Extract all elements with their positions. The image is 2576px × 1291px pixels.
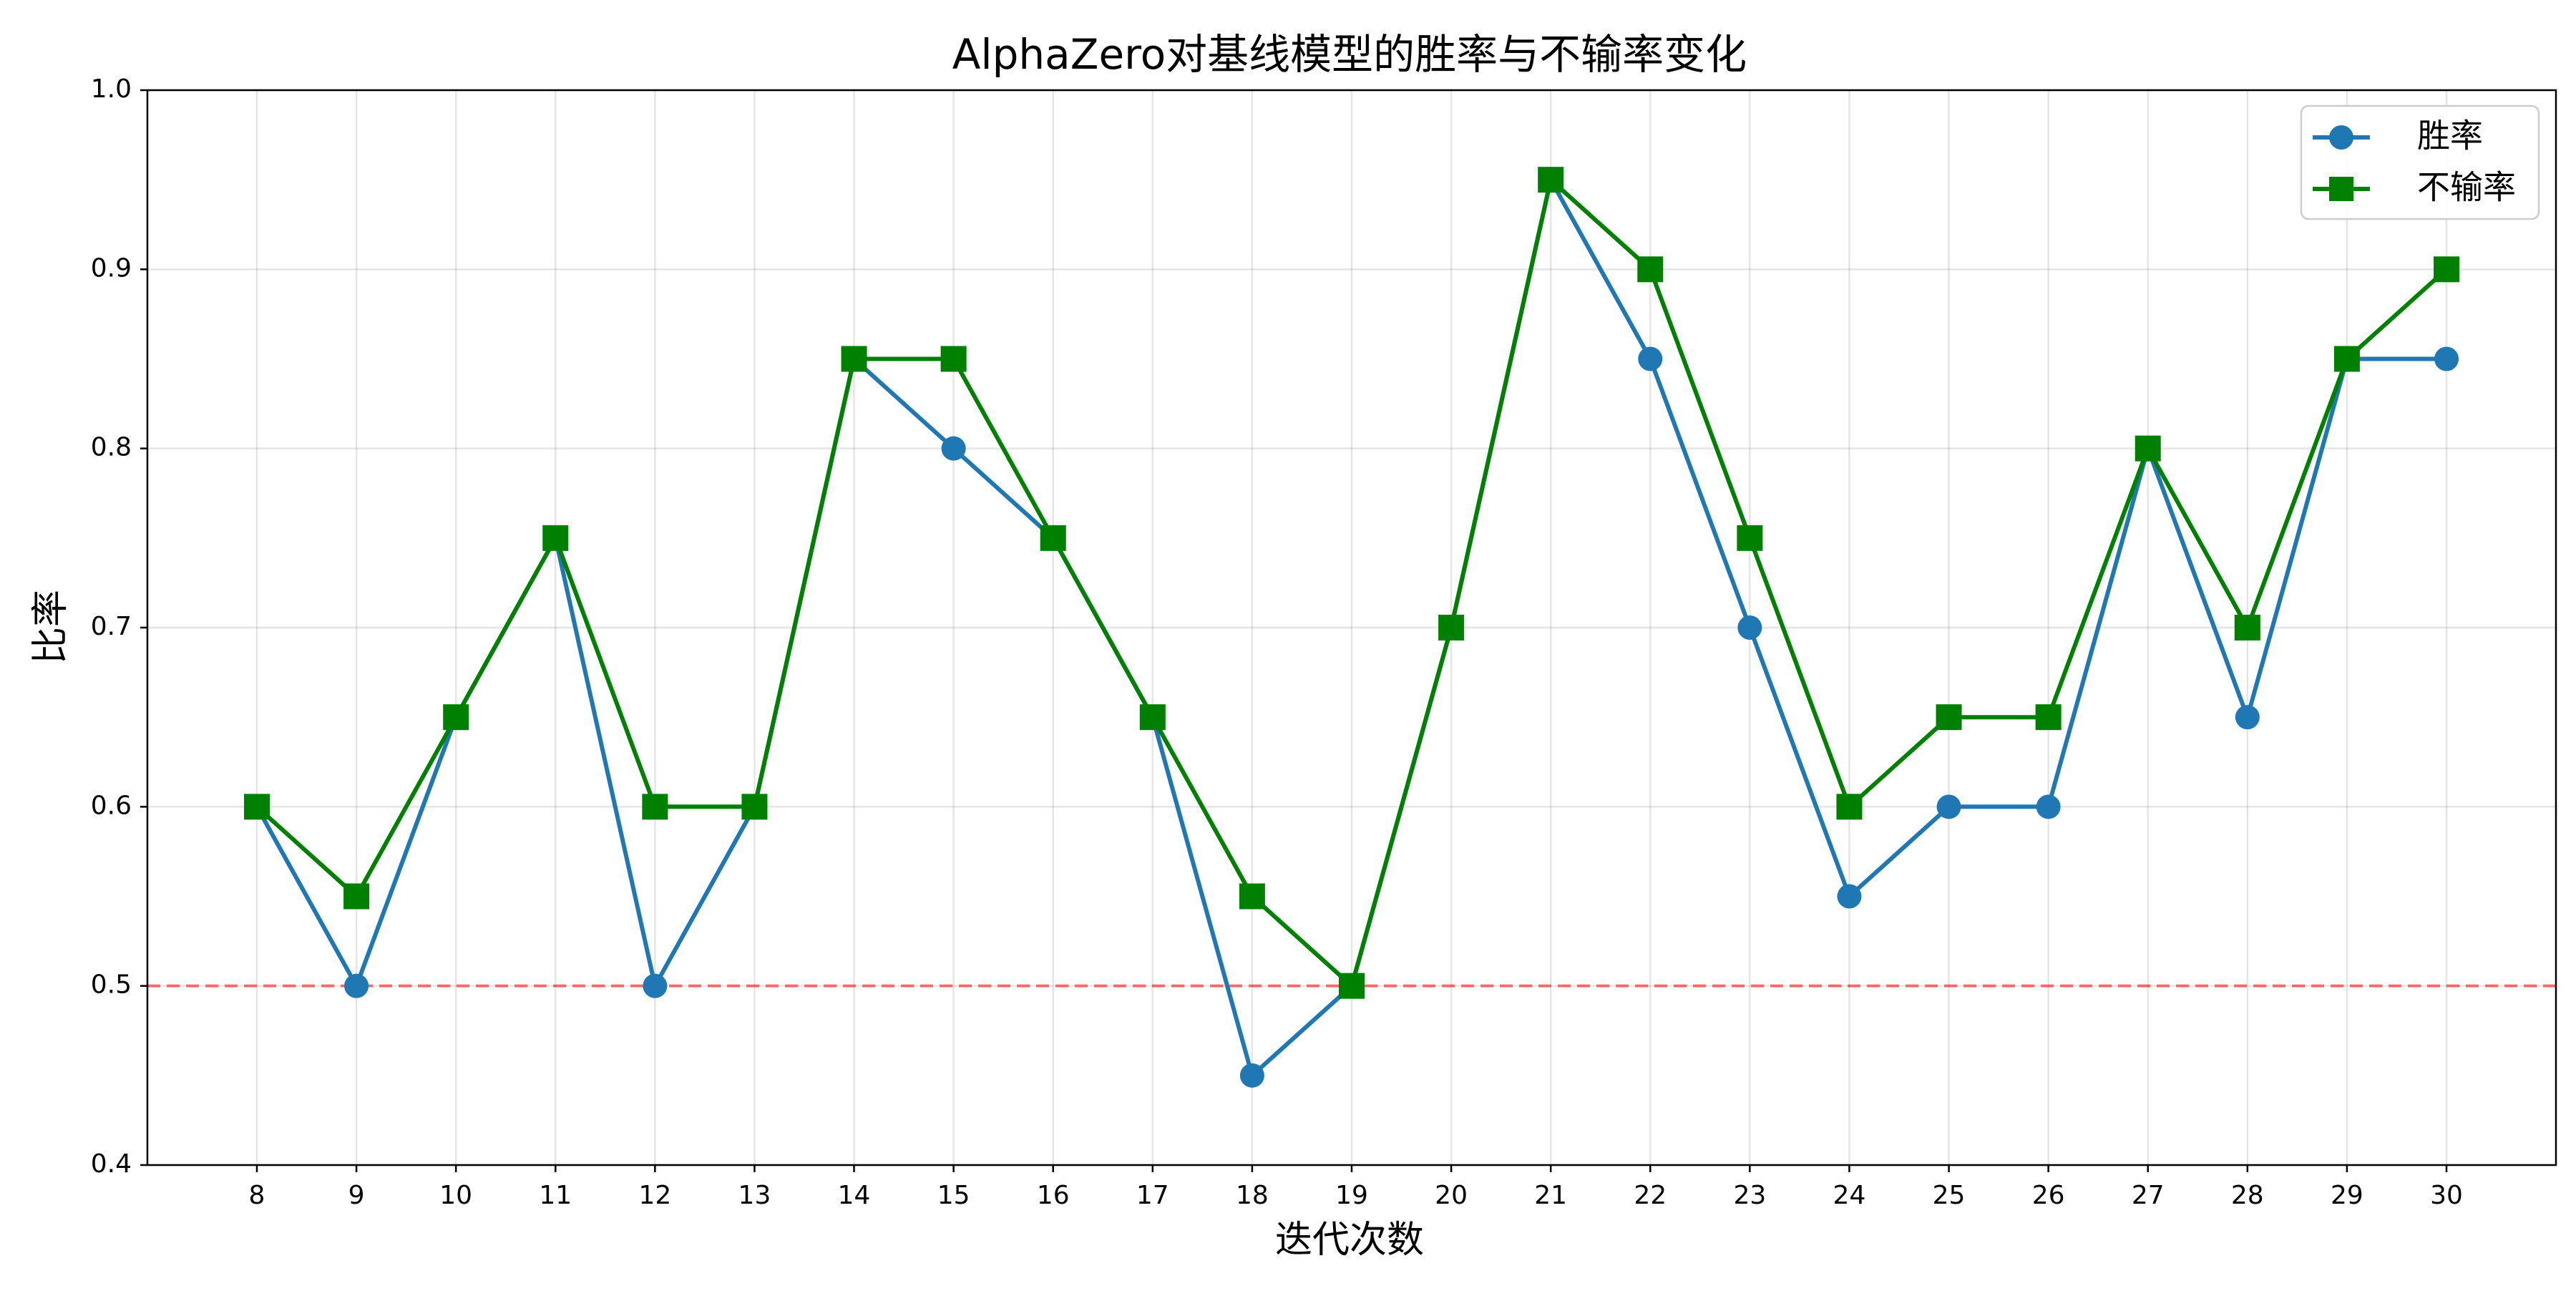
- data-point: [1936, 704, 1962, 731]
- data-point: [443, 704, 469, 731]
- data-point: [643, 973, 668, 998]
- y-tick-label: 0.4: [91, 1149, 132, 1179]
- data-point: [1239, 1063, 1264, 1088]
- x-tick-label: 26: [2032, 1181, 2065, 1210]
- x-axis-label: 迭代次数: [1275, 1219, 1424, 1262]
- x-tick-label: 27: [2132, 1181, 2165, 1210]
- data-point: [741, 794, 768, 820]
- data-point: [1139, 704, 1166, 731]
- axes: 8 9 10 11 12 13 14 15 16 17 18 19 20 21 22 23 24 25 26 27 28…: [91, 74, 2463, 1210]
- x-tick-label: 16: [1037, 1181, 1070, 1210]
- data-point: [344, 973, 369, 998]
- data-point: [1040, 525, 1066, 551]
- x-tick-label: 29: [2331, 1181, 2363, 1210]
- y-tick-label: 0.9: [91, 253, 132, 283]
- x-tick-label: 22: [1634, 1181, 1667, 1210]
- data-point: [2235, 705, 2260, 730]
- data-point: [1438, 615, 1465, 640]
- legend-label-not-lose-rate: 不输率: [2417, 168, 2516, 207]
- data-point: [1837, 884, 1862, 909]
- x-tick-label: 24: [1833, 1181, 1866, 1210]
- data-point: [2036, 794, 2061, 819]
- data-point: [244, 794, 270, 820]
- data-point: [2434, 346, 2459, 371]
- x-tick-label: 13: [738, 1181, 771, 1210]
- x-tick-label: 25: [1933, 1181, 1966, 1210]
- data-point: [2035, 704, 2062, 731]
- x-tick-label: 23: [1733, 1181, 1766, 1210]
- data-point: [1538, 167, 1564, 193]
- data-point: [941, 436, 966, 461]
- data-point: [2333, 346, 2360, 372]
- data-point: [2434, 256, 2459, 283]
- x-tick-label: 17: [1136, 1181, 1169, 1210]
- data-point: [940, 346, 967, 372]
- data-point: [1637, 256, 1664, 283]
- x-tick-label: 14: [838, 1181, 871, 1210]
- data-point: [841, 346, 867, 372]
- x-tick-label: 21: [1534, 1181, 1567, 1210]
- data-point: [2234, 615, 2260, 640]
- legend-label-win-rate: 胜率: [2417, 117, 2483, 155]
- x-tick-label: 9: [348, 1181, 365, 1210]
- y-tick-label: 1.0: [91, 74, 132, 104]
- y-axis-label: 比率: [29, 590, 72, 664]
- data-point: [2135, 435, 2161, 462]
- data-point: [1936, 794, 1961, 819]
- x-tick-label: 18: [1236, 1181, 1269, 1210]
- x-tick-label: 15: [937, 1181, 970, 1210]
- data-point: [1239, 883, 1265, 910]
- x-tick-label: 10: [439, 1181, 472, 1210]
- x-tick-label: 30: [2430, 1181, 2463, 1210]
- series-not-lose-rate: [244, 167, 2459, 999]
- series-layer: [244, 167, 2459, 1088]
- data-point: [1339, 973, 1365, 999]
- data-point: [642, 794, 668, 820]
- x-tick-label: 12: [638, 1181, 671, 1210]
- x-tick-label: 19: [1335, 1181, 1368, 1210]
- data-point: [1638, 346, 1663, 371]
- legend: 胜率 不输率: [2300, 104, 2540, 220]
- data-point: [343, 883, 370, 910]
- y-tick-label: 0.7: [91, 612, 132, 641]
- y-tick-label: 0.8: [91, 433, 132, 462]
- x-tick-label: 8: [249, 1181, 265, 1210]
- data-point: [1836, 794, 1863, 820]
- legend-marker-square: [2329, 177, 2353, 201]
- data-point: [542, 525, 569, 551]
- data-point: [1737, 525, 1763, 551]
- y-tick-label: 0.5: [91, 970, 132, 1000]
- legend-marker-circle: [2329, 125, 2353, 150]
- x-tick-label: 11: [539, 1181, 572, 1210]
- x-tick-label: 20: [1435, 1181, 1468, 1210]
- y-tick-label: 0.6: [91, 791, 132, 820]
- chart-title: AlphaZero对基线模型的胜率与不输率变化: [952, 30, 1747, 79]
- data-point: [1737, 615, 1762, 640]
- x-tick-label: 28: [2231, 1181, 2264, 1210]
